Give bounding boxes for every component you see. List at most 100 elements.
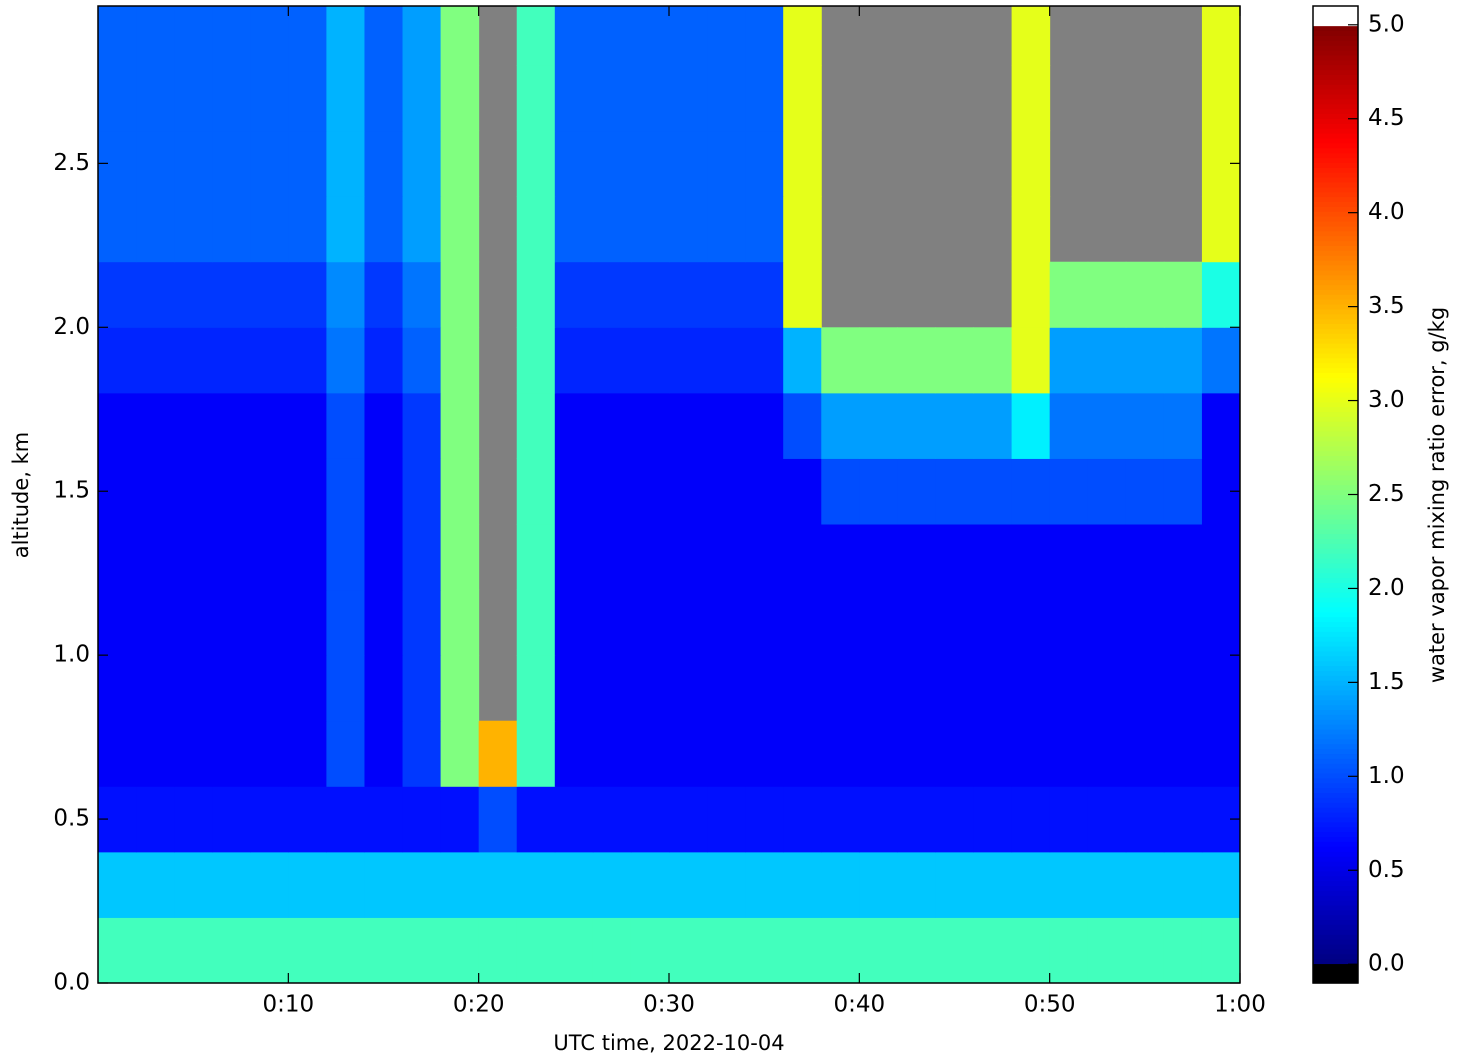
- cell: [1049, 786, 1089, 853]
- colorbar-segment: [1313, 577, 1358, 584]
- cell: [1125, 589, 1165, 656]
- cell: [364, 6, 404, 66]
- cell: [440, 917, 480, 983]
- cell: [669, 65, 708, 132]
- cell: [174, 130, 213, 197]
- cell: [897, 917, 936, 983]
- cell: [212, 130, 251, 197]
- cell: [592, 130, 632, 197]
- colorbar-segment: [1313, 445, 1358, 452]
- cell: [364, 130, 404, 197]
- colorbar-segment: [1313, 343, 1358, 349]
- colorbar-segment: [1313, 802, 1358, 808]
- colorbar-tick-label: 0.5: [1368, 857, 1405, 883]
- cell: [516, 6, 556, 66]
- cell: [1125, 786, 1165, 853]
- cell: [1201, 524, 1240, 591]
- cell: [592, 261, 632, 328]
- cell: [1163, 786, 1203, 853]
- cell: [1011, 917, 1051, 983]
- cell: [745, 720, 784, 787]
- cell: [516, 524, 556, 591]
- colorbar-segment: [1313, 968, 1358, 974]
- cell: [136, 261, 175, 328]
- cell: [174, 917, 213, 983]
- cell: [1011, 6, 1051, 66]
- colorbar-segment: [1313, 841, 1358, 847]
- cell: [592, 786, 632, 853]
- colorbar-segment: [1313, 84, 1358, 90]
- colorbar-segment: [1313, 728, 1358, 735]
- colorbar-segment: [1313, 768, 1358, 774]
- cell: [745, 917, 784, 983]
- colorbar-segment: [1313, 157, 1358, 163]
- cell: [1087, 917, 1127, 983]
- cell: [288, 917, 327, 983]
- cell: [174, 786, 213, 853]
- colorbar-segment: [1313, 240, 1358, 246]
- colorbar-segment: [1313, 787, 1358, 794]
- cell: [478, 851, 518, 918]
- cell: [935, 851, 975, 918]
- cell: [1201, 327, 1240, 394]
- colorbar-segment: [1313, 758, 1358, 764]
- x-tick-label: 0:30: [643, 992, 695, 1018]
- cell: [250, 589, 289, 656]
- colorbar-segment: [1313, 206, 1358, 212]
- colorbar-segment: [1313, 836, 1358, 842]
- colorbar-segment: [1313, 538, 1358, 544]
- cell: [1163, 720, 1203, 787]
- cell: [136, 65, 175, 132]
- colorbar-segment: [1313, 685, 1358, 691]
- cell: [592, 720, 632, 787]
- colorbar-segment: [1313, 89, 1358, 95]
- colorbar-tick-label: 1.0: [1368, 763, 1405, 789]
- colorbar-segment: [1313, 763, 1358, 769]
- cell: [1087, 655, 1127, 722]
- cell: [364, 917, 404, 983]
- colorbar-segment: [1313, 484, 1358, 491]
- colorbar-segment: [1313, 533, 1358, 540]
- cell: [897, 589, 936, 656]
- colorbar-segment: [1313, 509, 1358, 515]
- cell: [440, 655, 480, 722]
- colorbar-segment: [1313, 846, 1358, 852]
- cell: [440, 6, 480, 66]
- cell: [402, 589, 442, 656]
- y-tick-label: 0.5: [53, 806, 90, 832]
- cell: [402, 196, 442, 263]
- cell: [1011, 524, 1051, 591]
- colorbar-segment: [1313, 743, 1358, 750]
- cell: [402, 6, 442, 66]
- cell: [174, 196, 213, 263]
- cell: [212, 851, 251, 918]
- cell: [630, 524, 670, 591]
- cell: [516, 655, 556, 722]
- colorbar-segment: [1313, 494, 1358, 500]
- cell: [592, 327, 632, 394]
- cell: [745, 6, 784, 66]
- colorbar-segment: [1313, 196, 1358, 202]
- cell: [1201, 851, 1240, 918]
- colorbar-segment: [1313, 870, 1358, 877]
- colorbar-segment: [1313, 377, 1358, 383]
- cell: [136, 851, 175, 918]
- cell: [1125, 720, 1165, 787]
- cell: [973, 458, 1013, 525]
- cell: [630, 130, 670, 197]
- colorbar-segment: [1313, 367, 1358, 373]
- cell: [174, 6, 213, 66]
- cell: [1087, 327, 1127, 394]
- colorbar-segment: [1313, 460, 1358, 466]
- cell: [288, 786, 327, 853]
- cell: [136, 589, 175, 656]
- cell: [1049, 392, 1089, 459]
- cell: [440, 65, 480, 132]
- cell: [1011, 196, 1051, 263]
- colorbar-segment: [1313, 289, 1358, 295]
- colorbar-segment: [1313, 382, 1358, 388]
- colorbar-segment: [1313, 709, 1358, 715]
- cell: [364, 589, 404, 656]
- cell: [859, 524, 898, 591]
- cell: [174, 458, 213, 525]
